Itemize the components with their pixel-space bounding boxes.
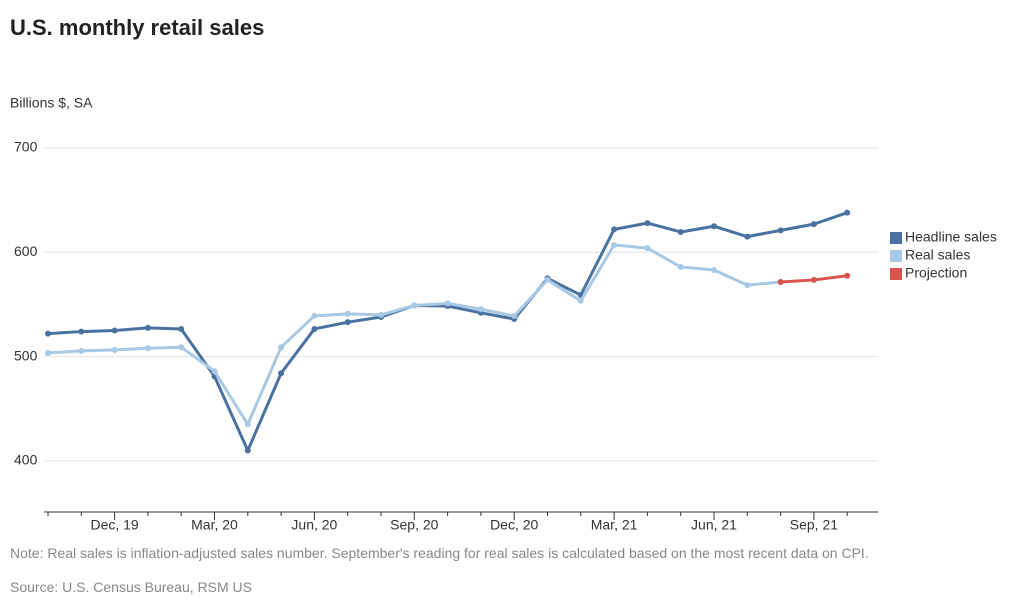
chart-title: U.S. monthly retail sales xyxy=(10,15,264,40)
x-tick-label: Dec, 20 xyxy=(490,517,538,533)
point xyxy=(311,325,318,332)
x-tick-label: Jun, 21 xyxy=(691,517,737,533)
point xyxy=(244,447,251,454)
point xyxy=(777,279,784,286)
point xyxy=(144,324,151,331)
point xyxy=(378,311,384,318)
point xyxy=(111,327,118,334)
point xyxy=(144,345,151,352)
point xyxy=(644,220,651,227)
point xyxy=(844,272,851,279)
point xyxy=(45,330,51,337)
note: Note: Real sales is inflation-adjusted s… xyxy=(10,545,869,561)
point xyxy=(78,347,85,354)
point xyxy=(278,344,285,351)
point xyxy=(777,227,784,234)
point xyxy=(711,267,717,274)
y-tick-label: 600 xyxy=(14,243,38,259)
point xyxy=(278,370,285,377)
x-tick-label: Dec, 19 xyxy=(90,517,138,533)
point xyxy=(511,312,518,319)
chart-subtitle: Billions $, SA xyxy=(10,95,93,111)
legend-swatch xyxy=(890,268,902,280)
point xyxy=(677,228,684,235)
point xyxy=(45,349,51,356)
y-tick-label: 700 xyxy=(14,139,38,155)
point xyxy=(611,241,618,248)
point xyxy=(744,233,751,240)
point xyxy=(344,319,351,326)
point xyxy=(178,344,185,351)
chart: U.S. monthly retail sales Billions $, SA… xyxy=(10,15,997,533)
x-tick-label: Mar, 21 xyxy=(591,517,638,533)
series-line xyxy=(47,211,848,452)
legend-label: Real sales xyxy=(905,247,970,263)
point xyxy=(544,276,551,283)
point xyxy=(111,346,118,353)
point xyxy=(344,310,351,317)
series-line xyxy=(47,243,781,426)
legend-label: Headline sales xyxy=(905,229,997,245)
point xyxy=(844,209,851,216)
point xyxy=(444,300,451,307)
x-tick-label: Mar, 20 xyxy=(191,517,238,533)
y-tick-label: 500 xyxy=(14,347,38,363)
y-tick-label: 400 xyxy=(14,452,38,468)
point xyxy=(477,306,484,313)
source: Source: U.S. Census Bureau, RSM US xyxy=(10,579,252,595)
x-tick-label: Sep, 20 xyxy=(390,517,438,533)
point xyxy=(611,226,618,233)
point xyxy=(744,282,751,289)
point xyxy=(810,221,817,228)
point xyxy=(78,328,85,335)
legend-label: Projection xyxy=(905,265,967,281)
point xyxy=(178,325,185,332)
x-tick-label: Sep, 21 xyxy=(790,517,838,533)
point xyxy=(311,312,318,319)
point xyxy=(711,223,717,230)
point xyxy=(411,302,418,309)
legend-swatch xyxy=(890,250,902,262)
x-tick-label: Jun, 20 xyxy=(291,517,337,533)
point xyxy=(577,297,584,304)
point xyxy=(677,263,684,270)
legend-swatch xyxy=(890,232,902,244)
point xyxy=(644,245,651,252)
point xyxy=(211,368,218,375)
point xyxy=(810,276,817,283)
point xyxy=(244,421,251,428)
